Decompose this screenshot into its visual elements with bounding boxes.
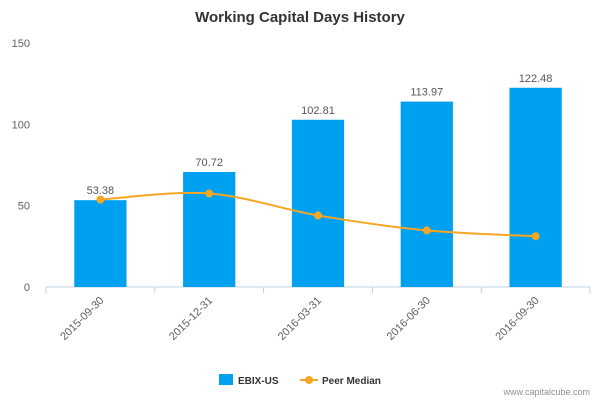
y-tick-label: 0 <box>24 282 30 294</box>
credit-text: www.capitalcube.com <box>502 387 590 397</box>
x-tick-label: 2015-12-31 <box>167 295 215 343</box>
legend-label-peer: Peer Median <box>322 376 381 387</box>
bar <box>291 119 345 288</box>
x-tick-label: 2016-06-30 <box>385 295 433 343</box>
legend-label-ebix: EBIX-US <box>238 376 279 387</box>
peer-median-series <box>96 189 540 241</box>
peer-median-point <box>96 195 105 204</box>
bar-series <box>74 87 562 288</box>
y-tick-label: 50 <box>18 201 30 213</box>
peer-median-point <box>314 211 322 220</box>
chart-title: Working Capital Days History <box>195 9 405 26</box>
legend-marker-peer <box>305 376 313 384</box>
x-tick-label: 2016-09-30 <box>493 295 541 343</box>
x-tick-label: 2015-09-30 <box>58 295 106 343</box>
peer-median-point <box>205 189 214 198</box>
bar <box>74 200 127 287</box>
bar-data-label: 102.81 <box>301 105 335 117</box>
y-tick-label: 100 <box>12 119 30 131</box>
x-axis: 2015-09-30 2015-12-31 2016-03-31 2016-06-30… <box>45 286 591 343</box>
legend-swatch-ebix <box>219 374 233 385</box>
legend[interactable]: EBIX-US Peer Median <box>219 374 381 387</box>
bar <box>400 101 453 288</box>
peer-median-point <box>531 232 540 241</box>
x-tick-label: 2016-03-31 <box>276 295 324 343</box>
bar <box>509 87 562 287</box>
peer-median-point <box>422 226 431 235</box>
bar-data-labels: 53.38 70.72 102.81 113.97 122.48 <box>87 73 553 197</box>
bar-data-label: 70.72 <box>195 157 223 169</box>
bar <box>183 171 236 287</box>
bar-data-label: 53.38 <box>87 185 115 197</box>
bar-data-label: 113.97 <box>410 87 443 99</box>
bar-data-label: 122.48 <box>519 73 553 85</box>
y-axis: 0 50 100 150 <box>12 38 30 294</box>
y-tick-label: 150 <box>12 38 30 50</box>
